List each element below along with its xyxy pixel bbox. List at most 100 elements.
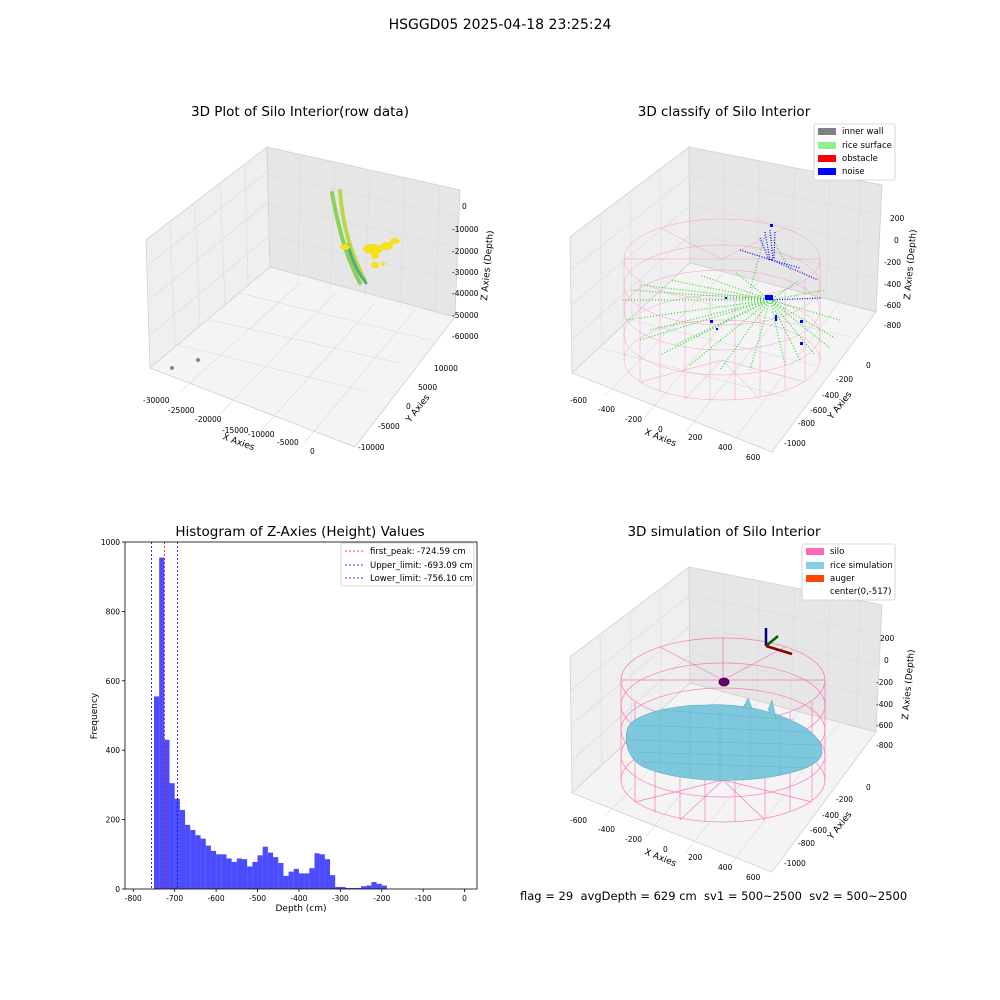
histogram-bar: [236, 858, 242, 889]
histogram-bar: [164, 739, 170, 889]
status-footer: flag = 29 avgDepth = 629 cm sv1 = 500~25…: [520, 889, 908, 903]
simulation-3d-plot: silo rice simulation auger center(0,-517…: [569, 543, 917, 880]
classify-legend: inner wall rice surface obstacle noise: [813, 123, 896, 181]
histogram-bar: [159, 557, 165, 889]
legend-swatch: [818, 168, 836, 175]
z-tick: -200: [884, 258, 901, 267]
z-tick: -20000: [452, 247, 479, 256]
z-tick: -40000: [452, 289, 479, 298]
y-tick: 10000: [434, 364, 458, 373]
histogram-bar: [231, 861, 237, 889]
z-tick: -400: [876, 700, 893, 709]
y-tick-label: 600: [106, 677, 121, 686]
y-tick: -600: [810, 406, 827, 415]
histogram-bar: [314, 853, 320, 889]
simulation-legend: silo rice simulation auger center(0,-517…: [801, 543, 896, 601]
x-axis-label: X Axies: [643, 848, 678, 870]
histogram-bar: [241, 859, 248, 889]
classify-3d-plot: inner wall rice surface obstacle noise -…: [569, 123, 919, 460]
y-tick: -200: [836, 375, 853, 384]
histogram-bar: [283, 875, 289, 889]
y-tick: -200: [836, 795, 853, 804]
y-tick: -5000: [378, 422, 400, 431]
x-tick-label: -700: [166, 894, 183, 903]
x-tick: -20000: [195, 415, 222, 424]
y-tick: 0: [866, 361, 871, 370]
histogram-bar: [247, 866, 253, 889]
x-tick: -25000: [168, 406, 195, 415]
legend-label: inner wall: [842, 127, 883, 137]
simulation-plot-title: 3D simulation of Silo Interior: [627, 524, 821, 540]
z-tick: -800: [884, 321, 901, 330]
histogram-bar: [216, 854, 222, 889]
histogram-bar: [257, 855, 263, 889]
histogram-bar: [221, 854, 227, 889]
classify-plot-title: 3D classify of Silo Interior: [637, 104, 811, 120]
x-tick: 600: [746, 873, 761, 880]
y-tick: -400: [822, 391, 839, 400]
histogram-bar: [309, 868, 315, 889]
x-tick: -10000: [248, 430, 275, 439]
y-tick: 5000: [418, 383, 437, 392]
legend-label: auger: [830, 574, 855, 584]
z-tick: 200: [890, 214, 905, 223]
x-tick: 600: [746, 453, 761, 460]
x-tick: 0: [310, 447, 315, 456]
y-tick-label: 0: [115, 885, 120, 894]
y-tick-label: 800: [106, 607, 121, 616]
x-tick: 200: [688, 433, 703, 442]
legend-label: Upper_limit: -693.09 cm: [370, 561, 473, 571]
histogram-bar: [200, 838, 206, 889]
histogram-bar: [319, 854, 325, 889]
z-tick: -400: [884, 280, 901, 289]
legend-label: Lower_limit: -756.10 cm: [370, 574, 472, 584]
histogram-bar: [340, 886, 346, 889]
histogram-title: Histogram of Z-Axies (Height) Values: [175, 524, 425, 540]
histogram-bar: [288, 871, 294, 889]
x-tick-label: -500: [249, 894, 266, 903]
x-tick-label: -400: [290, 894, 307, 903]
z-tick: -10000: [452, 225, 479, 234]
histogram-bar: [278, 862, 284, 889]
y-tick: -1000: [784, 859, 806, 868]
legend-label: obstacle: [842, 154, 878, 164]
y-tick-label: 400: [106, 746, 121, 755]
histogram-bar: [273, 857, 279, 889]
y-tick: -800: [798, 419, 815, 428]
z-tick: -600: [876, 721, 893, 730]
x-tick: -200: [625, 835, 642, 844]
y-tick: -800: [798, 839, 815, 848]
x-tick: -200: [625, 415, 642, 424]
x-tick-label: -100: [415, 894, 432, 903]
x-tick: -600: [570, 816, 587, 825]
x-tick: -30000: [143, 396, 170, 405]
y-tick: -400: [822, 811, 839, 820]
figure-title: HSGGD05 2025-04-18 23:25:24: [388, 17, 612, 33]
y-axis-label: Frequency: [90, 692, 100, 739]
x-tick: 0: [663, 845, 668, 854]
y-tick: 0: [866, 783, 871, 792]
histogram-bar: [293, 868, 299, 889]
x-tick-label: -300: [332, 894, 349, 903]
histogram-bar: [350, 887, 356, 889]
legend-label: center(0,-517): [830, 587, 891, 597]
histogram-bar: [371, 882, 377, 889]
histogram-bar: [324, 859, 330, 889]
x-tick-label: -800: [125, 894, 142, 903]
histogram-bar: [190, 830, 196, 889]
z-tick: 200: [880, 634, 895, 643]
raw-3d-plot: -30000 -25000 -20000 -15000 -10000 -5000…: [143, 146, 496, 456]
z-tick: -30000: [452, 268, 479, 277]
y-tick: -600: [810, 826, 827, 835]
z-tick: -50000: [452, 311, 479, 320]
x-tick: 0: [658, 425, 663, 434]
z-tick: -200: [876, 678, 893, 687]
histogram-bar: [226, 858, 232, 889]
legend-label: noise: [842, 167, 865, 177]
plot-frame: [124, 541, 478, 890]
y-tick-label: 200: [106, 816, 121, 825]
x-tick-label: -600: [208, 894, 225, 903]
x-tick: 200: [688, 853, 703, 862]
x-tick: -400: [598, 825, 615, 834]
z-axis-label: Z Axies (Depth): [901, 649, 917, 720]
